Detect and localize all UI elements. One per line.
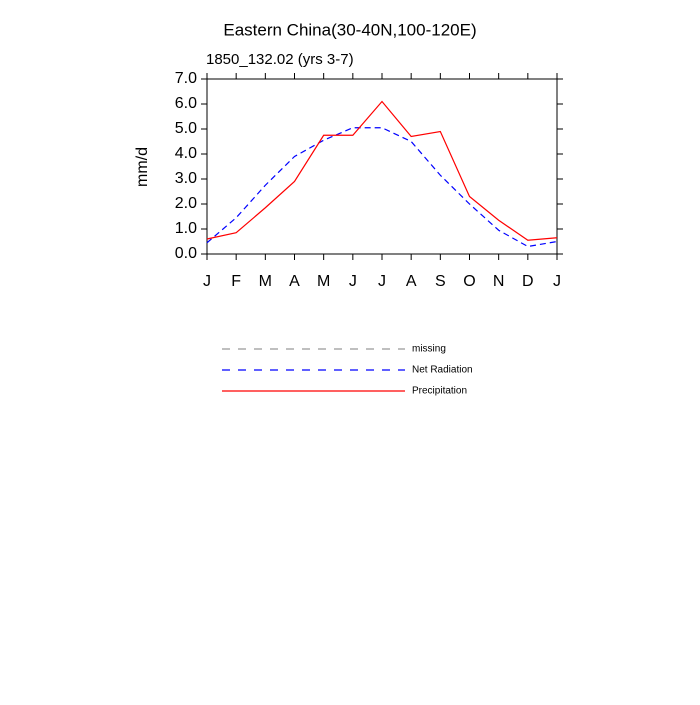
y-tick-label: 7.0	[175, 70, 197, 87]
chart-title: Eastern China(30-40N,100-120E)	[223, 20, 476, 39]
y-axis-label: mm/d	[134, 147, 151, 187]
x-tick-label: J	[349, 273, 357, 290]
x-tick-label: M	[317, 273, 330, 290]
y-tick-label: 5.0	[175, 120, 197, 137]
y-tick-label: 0.0	[175, 245, 197, 262]
legend-label: Net Radiation	[412, 365, 473, 376]
x-tick-label: J	[378, 273, 386, 290]
x-tick-label: J	[553, 273, 561, 290]
legend-label: Precipitation	[412, 386, 467, 397]
series-line	[206, 100, 558, 241]
x-tick-label: F	[231, 273, 241, 290]
y-tick-label: 6.0	[175, 95, 197, 112]
x-tick-label: O	[463, 273, 475, 290]
x-tick-label: S	[435, 273, 446, 290]
x-tick-label: D	[522, 273, 534, 290]
x-tick-label: N	[493, 273, 505, 290]
x-tick-label: M	[259, 273, 272, 290]
chart-subtitle: 1850_132.02 (yrs 3-7)	[206, 51, 354, 68]
y-tick-label: 4.0	[175, 145, 197, 162]
y-tick-label: 1.0	[175, 220, 197, 237]
series-line	[206, 127, 558, 248]
x-tick-label: J	[203, 273, 211, 290]
y-tick-label: 2.0	[175, 195, 197, 212]
x-tick-label: A	[289, 273, 300, 290]
x-tick-label: A	[406, 273, 417, 290]
y-tick-label: 3.0	[175, 170, 197, 187]
legend-label: missing	[412, 344, 446, 355]
